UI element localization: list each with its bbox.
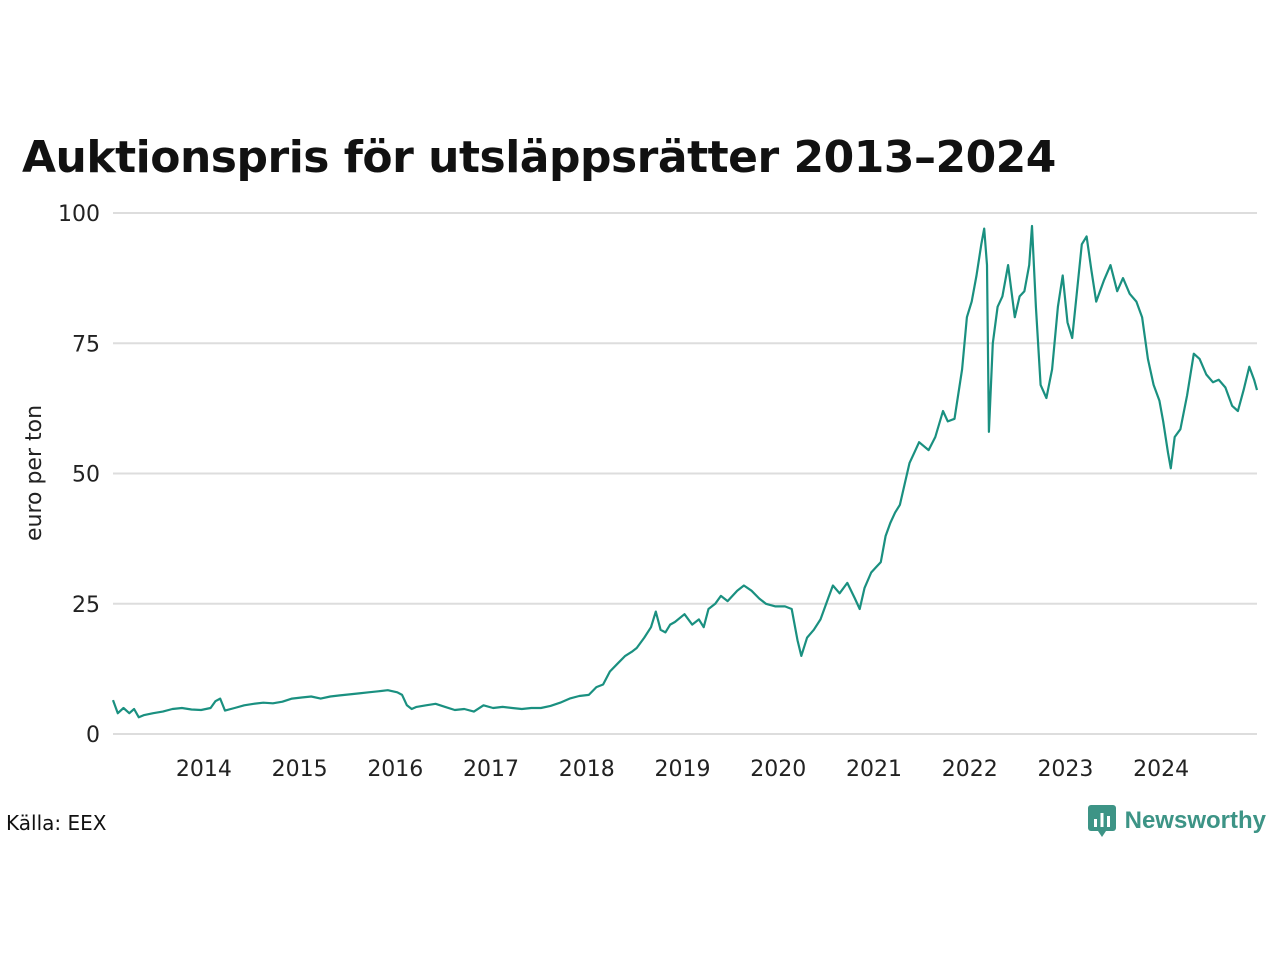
source-note: Källa: EEX xyxy=(6,811,107,835)
x-tick-label: 2018 xyxy=(559,757,615,782)
y-tick-label: 75 xyxy=(72,332,100,357)
x-tick-label: 2014 xyxy=(176,757,232,782)
newsworthy-logo-icon xyxy=(1087,805,1116,837)
y-axis-label: euro per ton xyxy=(22,405,47,541)
y-axis-ticks: 0 25 50 75 100 xyxy=(58,202,100,748)
brand-name: Newsworthy xyxy=(1124,807,1266,834)
x-tick-label: 2017 xyxy=(463,757,519,782)
x-tick-label: 2019 xyxy=(655,757,711,782)
brand-logo: Newsworthy xyxy=(1087,804,1266,838)
x-tick-label: 2016 xyxy=(367,757,423,782)
series-line xyxy=(111,224,1259,719)
x-tick-label: 2021 xyxy=(846,757,902,782)
y-tick-label: 0 xyxy=(86,723,100,748)
chart-title: Auktionspris för utsläppsrätter 2013–202… xyxy=(22,132,1056,183)
y-tick-label: 50 xyxy=(72,463,100,488)
x-tick-label: 2023 xyxy=(1037,757,1093,782)
x-axis-ticks: 2014 2015 2016 2017 2018 2019 2020 2021 2022 2023… xyxy=(176,757,1189,782)
grid-lines xyxy=(113,212,1257,735)
x-tick-label: 2015 xyxy=(272,757,328,782)
x-tick-label: 2020 xyxy=(750,757,806,782)
y-tick-label: 25 xyxy=(72,593,100,618)
y-tick-label: 100 xyxy=(58,202,100,227)
x-tick-label: 2022 xyxy=(942,757,998,782)
x-tick-label: 2024 xyxy=(1133,757,1189,782)
